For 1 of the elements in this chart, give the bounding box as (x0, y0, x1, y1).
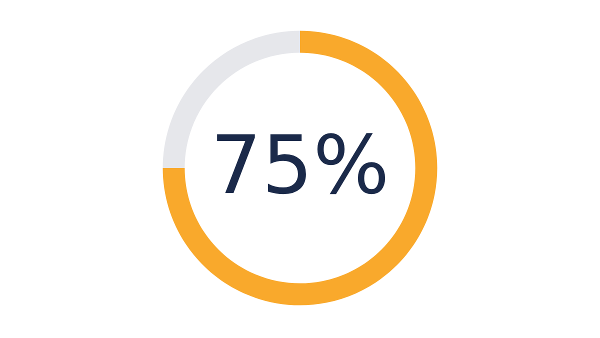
text: 75% (217, 133, 386, 194)
